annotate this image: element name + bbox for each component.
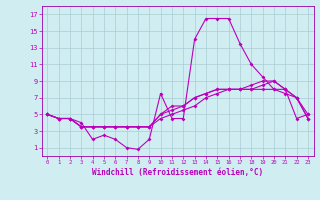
X-axis label: Windchill (Refroidissement éolien,°C): Windchill (Refroidissement éolien,°C) <box>92 168 263 177</box>
